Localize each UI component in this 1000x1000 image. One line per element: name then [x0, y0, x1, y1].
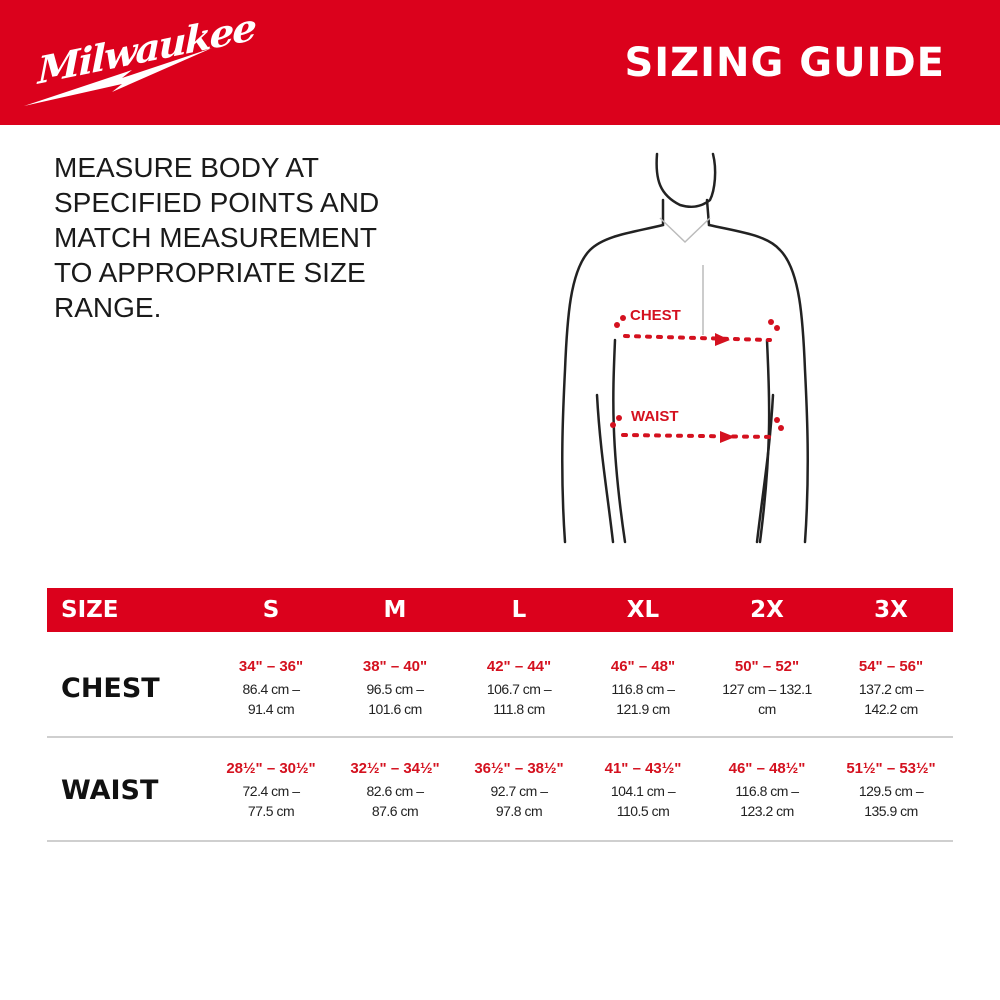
- cm-range-line2: 142.2 cm: [864, 700, 918, 717]
- table-cell: 41" – 43½" 104.1 cm – 110.5 cm: [581, 760, 705, 821]
- header-size: SIZE: [61, 597, 119, 623]
- inches-range: 28½" – 30½": [226, 759, 316, 777]
- cm-range-line2: 135.9 cm: [864, 802, 918, 819]
- inches-range: 34" – 36": [238, 657, 304, 675]
- table-cell: 32½" – 34½" 82.6 cm – 87.6 cm: [333, 760, 457, 821]
- cm-range-line1: 127 cm – 132.1: [722, 680, 812, 697]
- inches-range: 42" – 44": [486, 657, 552, 675]
- cm-range-line2: 121.9 cm: [616, 700, 670, 717]
- header-m: M: [383, 597, 407, 623]
- cm-range-line2: 111.8 cm: [493, 700, 545, 717]
- instructions-text: MEASURE BODY AT SPECIFIED POINTS AND MAT…: [54, 152, 380, 323]
- cm-range-line2: 101.6 cm: [368, 700, 422, 717]
- inches-range: 46" – 48½": [728, 759, 806, 777]
- inches-range: 46" – 48": [610, 657, 676, 675]
- table-cell: 34" – 36" 86.4 cm – 91.4 cm: [209, 658, 333, 719]
- cm-range-line2: 123.2 cm: [740, 802, 794, 819]
- size-table-header: SIZE S M L XL 2X 3X: [47, 588, 953, 632]
- inches-range: 32½" – 34½": [350, 759, 440, 777]
- cm-range-line1: 82.6 cm –: [366, 782, 424, 799]
- row-label: CHEST: [61, 672, 160, 704]
- table-cell: 51½" – 53½" 129.5 cm – 135.9 cm: [829, 760, 953, 821]
- header-s: S: [262, 597, 280, 623]
- lightning-bolt-icon: [24, 48, 212, 106]
- chest-arrow-icon: [715, 333, 730, 346]
- chest-label: CHEST: [630, 307, 681, 324]
- milwaukee-logo: Milwaukee: [22, 4, 255, 110]
- cm-range-line1: 129.5 cm –: [858, 782, 924, 799]
- cm-range-line1: 96.5 cm –: [366, 680, 424, 697]
- table-cell: 38" – 40" 96.5 cm – 101.6 cm: [333, 658, 457, 719]
- cm-range-line2: 77.5 cm: [247, 802, 295, 819]
- inches-range: 36½" – 38½": [474, 759, 564, 777]
- cm-range-line1: 86.4 cm –: [242, 680, 300, 697]
- waist-arrow-icon: [720, 431, 735, 443]
- inches-range: 41" – 43½": [604, 759, 682, 777]
- table-row-chest: CHEST 34" – 36" 86.4 cm – 91.4 cm 38" – 40" 9…: [47, 640, 953, 738]
- cm-range-line2: 110.5 cm: [616, 802, 670, 819]
- inches-range: 51½" – 53½": [846, 759, 936, 777]
- page-title: SIZING GUIDE: [624, 40, 945, 86]
- table-cell: 42" – 44" 106.7 cm – 111.8 cm: [457, 658, 581, 719]
- table-row-waist: WAIST 28½" – 30½" 72.4 cm – 77.5 cm 32½" – 3…: [47, 740, 953, 842]
- row-label: WAIST: [61, 774, 159, 806]
- table-cell: 46" – 48½" 116.8 cm – 123.2 cm: [705, 760, 829, 821]
- cm-range-line2: cm: [758, 700, 776, 717]
- cm-range-line2: 87.6 cm: [371, 802, 419, 819]
- cm-range-line1: 92.7 cm –: [490, 782, 548, 799]
- inches-range: 38" – 40": [362, 657, 428, 675]
- body-measurement-figure: CHEST WAIST: [561, 152, 809, 544]
- header-3x: 3X: [874, 597, 908, 623]
- chest-measure-line: [623, 334, 772, 342]
- header-l: L: [511, 597, 527, 623]
- cm-range-line1: 104.1 cm –: [610, 782, 676, 799]
- table-cell: 54" – 56" 137.2 cm – 142.2 cm: [829, 658, 953, 719]
- header-banner: Milwaukee SIZING GUIDE: [0, 0, 1000, 125]
- table-cell: 50" – 52" 127 cm – 132.1 cm: [705, 658, 829, 719]
- table-cell: 36½" – 38½" 92.7 cm – 97.8 cm: [457, 760, 581, 821]
- inches-range: 50" – 52": [734, 657, 800, 675]
- cm-range-line1: 72.4 cm –: [242, 782, 300, 799]
- waist-label: WAIST: [631, 408, 679, 425]
- cm-range-line1: 116.8 cm –: [735, 782, 799, 799]
- inches-range: 54" – 56": [858, 657, 924, 675]
- cm-range-line2: 97.8 cm: [495, 802, 543, 819]
- header-2x: 2X: [750, 597, 784, 623]
- table-cell: 28½" – 30½" 72.4 cm – 77.5 cm: [209, 760, 333, 821]
- cm-range-line1: 116.8 cm –: [611, 680, 675, 697]
- waist-measure-line: [621, 433, 777, 439]
- cm-range-line2: 91.4 cm: [247, 700, 295, 717]
- cm-range-line1: 137.2 cm –: [858, 680, 924, 697]
- table-cell: 46" – 48" 116.8 cm – 121.9 cm: [581, 658, 705, 719]
- header-xl: XL: [626, 597, 660, 623]
- cm-range-line1: 106.7 cm –: [486, 680, 552, 697]
